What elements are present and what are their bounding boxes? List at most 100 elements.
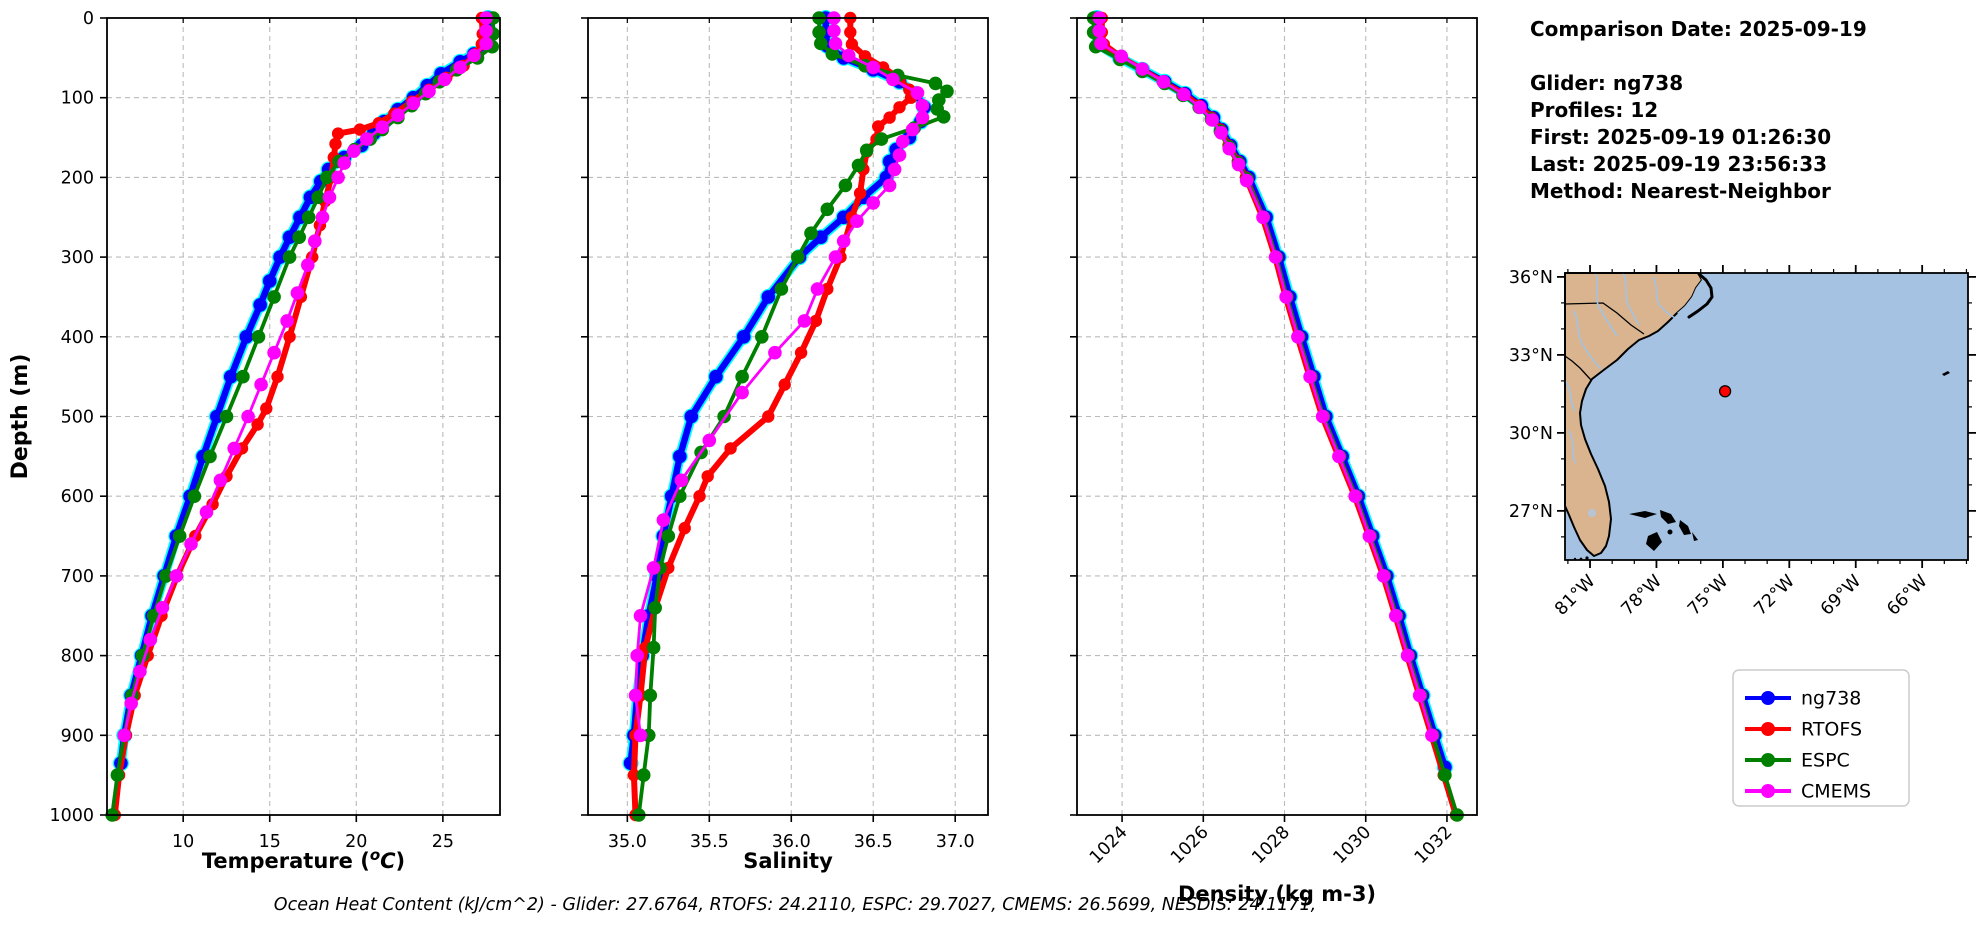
x-tick-label: 1030: [1330, 822, 1376, 868]
series-marker-CMEMS: [322, 190, 337, 205]
y-tick-label: 900: [61, 726, 94, 746]
lat-tick-label: 33°N: [1509, 346, 1553, 366]
series-marker-CMEMS: [479, 36, 493, 51]
series-marker-RTOFS: [821, 282, 834, 296]
series-marker-RTOFS: [809, 314, 823, 328]
series-marker-ESPC: [292, 230, 307, 244]
series-line-ng738-raw: [1091, 13, 1450, 773]
series-marker-CMEMS: [702, 433, 717, 448]
series-marker-CMEMS: [905, 122, 920, 137]
series-marker-CMEMS: [1291, 330, 1305, 344]
x-tick-label: 15: [259, 832, 281, 852]
series-marker-CMEMS: [841, 48, 856, 63]
lon-tick-label: 72°W: [1751, 571, 1799, 619]
series-marker-ng738: [709, 369, 723, 384]
series-marker-CMEMS: [882, 178, 897, 193]
lon-tick-label: 69°W: [1817, 571, 1865, 619]
y-tick-label: 300: [61, 248, 94, 268]
series-marker-ng738: [210, 409, 224, 424]
series-marker-CMEMS: [1135, 62, 1150, 76]
series: [622, 10, 954, 822]
series-marker-CMEMS: [674, 473, 689, 488]
legend-label-ESPC: ESPC: [1801, 750, 1850, 772]
series-marker-RTOFS: [893, 101, 906, 114]
temperature-plot: 10 15 20 25 0 100 200 300 400 500 600 700 800 900 1000…: [8, 9, 501, 873]
tick-labels: 10 15 20 25 0 100 200 300 400 500 600 700 800 900 1000: [49, 9, 454, 852]
series-marker-ng738: [673, 449, 687, 464]
series-marker-ESPC: [936, 110, 951, 124]
gridlines: [107, 17, 500, 816]
series-marker-CMEMS: [827, 24, 841, 38]
series-marker-CMEMS: [1214, 126, 1228, 140]
series-marker-CMEMS: [1412, 688, 1427, 703]
series-marker-ESPC: [110, 768, 125, 782]
x-tick-label: 35.5: [690, 832, 729, 852]
x-tick-label: 10: [172, 832, 194, 852]
series-marker-CMEMS: [346, 144, 361, 158]
series-marker-RTOFS: [762, 410, 775, 423]
x-tick-label: 25: [432, 832, 454, 852]
series-marker-CMEMS: [437, 72, 452, 87]
axis-ticks: [581, 17, 988, 822]
series-marker-RTOFS: [701, 470, 714, 483]
series-marker-CMEMS: [453, 60, 468, 75]
y-tick-label: 500: [61, 408, 94, 428]
series-marker-ESPC: [301, 210, 316, 225]
series-marker-CMEMS: [124, 696, 138, 711]
series-marker-CMEMS: [467, 48, 481, 63]
series-marker-CMEMS: [1315, 409, 1330, 424]
y-tick-label: 600: [61, 487, 94, 507]
series-marker-CMEMS: [1231, 157, 1246, 172]
series-marker-CMEMS: [227, 441, 241, 456]
series-marker-CMEMS: [280, 314, 294, 328]
series-marker-ESPC: [755, 330, 769, 344]
series-line-ng738-raw: [115, 13, 494, 769]
series-marker-CMEMS: [1279, 290, 1293, 304]
series-marker-ng738: [761, 290, 776, 304]
series-marker-ESPC: [636, 768, 651, 782]
series-marker-CMEMS: [915, 110, 930, 125]
rivers: [1564, 272, 1678, 464]
lon-tick-label: 66°W: [1883, 571, 1931, 619]
series-marker-CMEMS: [896, 134, 910, 149]
series-marker-CMEMS: [1268, 250, 1283, 264]
series-marker-ESPC: [661, 529, 676, 543]
series-marker-CMEMS: [267, 345, 281, 360]
legend-label-ng738: ng738: [1801, 688, 1861, 710]
series-marker-RTOFS: [872, 120, 885, 133]
bahamas-islands: [1629, 510, 1698, 551]
y-tick-label: 100: [61, 89, 94, 109]
state-border-nc-sc: [1564, 302, 1645, 335]
series-marker-CMEMS: [1425, 728, 1439, 743]
x-tick-label: 20: [345, 832, 367, 852]
series-marker-ESPC: [1438, 768, 1452, 782]
legend-label-RTOFS: RTOFS: [1801, 719, 1862, 741]
series-marker-CMEMS: [828, 36, 843, 51]
series-marker-RTOFS: [794, 346, 808, 359]
glider-name-text: Glider: ng738: [1530, 71, 1684, 95]
lon-tick-label: 75°W: [1684, 571, 1732, 619]
series-marker-CMEMS: [886, 72, 900, 87]
series-marker-CMEMS: [768, 345, 782, 360]
series-marker-RTOFS: [883, 111, 896, 124]
series-marker-CMEMS: [1348, 489, 1362, 504]
series-marker-CMEMS: [133, 664, 147, 679]
series-marker-ESPC: [236, 369, 250, 384]
series-marker-ESPC: [874, 132, 889, 146]
series-marker-CMEMS: [1205, 113, 1219, 127]
info-spacer: [1530, 43, 1867, 70]
y-tick-label: 800: [61, 647, 94, 667]
lat-tick-label: 30°N: [1509, 424, 1553, 444]
series-marker-ESPC: [791, 250, 805, 264]
legend-marker-CMEMS: [1761, 784, 1775, 798]
axis-ticks: [100, 17, 500, 822]
series-marker-CMEMS: [479, 24, 493, 38]
series-marker-CMEMS: [1400, 648, 1415, 663]
series-marker-CMEMS: [915, 98, 930, 113]
series-marker-RTOFS: [853, 187, 867, 200]
series-marker-CMEMS: [337, 156, 352, 170]
series-marker-CMEMS: [301, 258, 315, 272]
series-marker-ESPC: [859, 143, 874, 158]
